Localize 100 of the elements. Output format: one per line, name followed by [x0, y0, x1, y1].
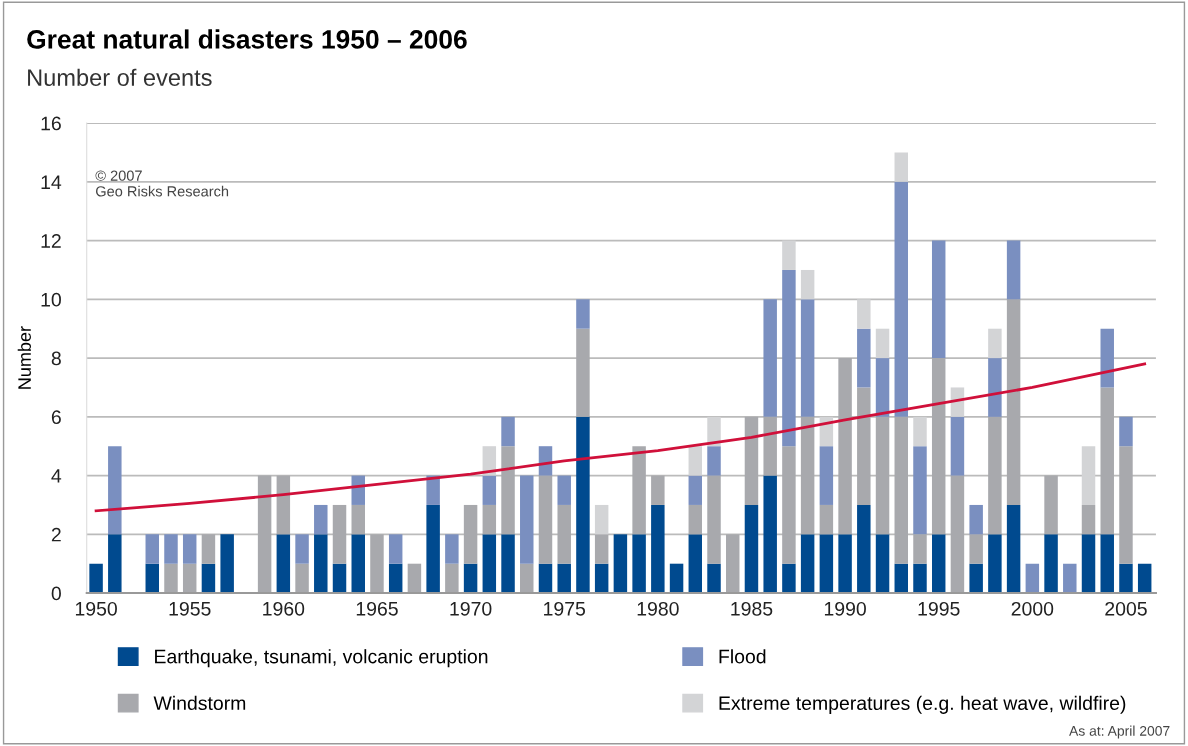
bar [688, 475, 703, 505]
x-tick-label: 1970 [450, 601, 492, 616]
y-axis-title: Number [17, 326, 31, 389]
bar [538, 563, 553, 594]
line-series [94, 362, 1147, 513]
bar [782, 240, 796, 270]
x-tick-label: 1965 [356, 601, 398, 616]
bar [332, 504, 347, 564]
bar [632, 446, 646, 535]
bar [1119, 446, 1133, 564]
bar [894, 181, 908, 417]
legend-label: Windstorm [153, 695, 246, 711]
bar [688, 534, 703, 594]
x-tick-label: 2005 [1105, 601, 1147, 616]
bar [913, 416, 927, 447]
bar [651, 504, 665, 594]
bar [931, 534, 946, 594]
bar [763, 475, 777, 594]
bar [1006, 299, 1021, 505]
y-tick-label: 12 [41, 234, 61, 248]
bar [482, 504, 497, 535]
legend-label: Earthquake, tsunami, volcanic eruption [155, 649, 488, 668]
bar [314, 504, 328, 535]
legend-label: Flood [719, 649, 766, 664]
bar [182, 563, 197, 594]
bar [669, 563, 684, 594]
bar [1081, 534, 1096, 594]
x-tick-label: 1955 [169, 601, 211, 616]
x-tick-label: 1985 [731, 601, 773, 616]
bar [557, 563, 571, 594]
bar [145, 563, 159, 594]
bar [707, 475, 721, 564]
bar [894, 563, 908, 594]
bar [931, 240, 946, 359]
bar [351, 504, 365, 535]
bar [164, 534, 178, 564]
bar [1044, 534, 1058, 594]
bar [894, 152, 908, 182]
bar [632, 534, 646, 594]
bar [501, 446, 515, 535]
bar [744, 504, 759, 594]
bar [220, 534, 234, 594]
y-tick-label: 8 [51, 351, 61, 366]
bar [988, 416, 1002, 535]
bar [800, 299, 815, 417]
bar [1119, 563, 1133, 594]
bar [857, 328, 871, 388]
legend-label: Extreme temperatures (e.g. heat wave, wildfire) [719, 695, 1126, 714]
bar [295, 563, 309, 594]
bar [988, 358, 1002, 417]
bar [594, 504, 609, 535]
bar [89, 563, 103, 594]
bar [145, 534, 159, 564]
bar [857, 387, 871, 505]
bar [520, 563, 534, 594]
bar [445, 534, 459, 564]
bar [538, 475, 553, 564]
bar [482, 534, 497, 594]
y-tick-label: 10 [41, 292, 61, 307]
bar [894, 416, 908, 564]
bar [613, 534, 628, 594]
bar [800, 269, 815, 300]
x-tick-label: 2000 [1011, 601, 1054, 616]
bar [1025, 563, 1040, 594]
bar [1081, 504, 1096, 535]
bar [332, 563, 347, 594]
y-tick-label: 2 [51, 527, 61, 542]
bar [875, 534, 890, 594]
bar [950, 416, 965, 476]
x-tick-label: 1975 [544, 601, 586, 616]
bar [501, 534, 515, 594]
bar [857, 299, 871, 329]
bar [969, 563, 983, 594]
bar [164, 563, 178, 594]
annotation: © 2007 [95, 170, 142, 181]
bar [1006, 504, 1021, 594]
bar [707, 416, 721, 447]
annotation: Geo Risks Research [96, 185, 229, 197]
bar [988, 534, 1002, 594]
bar [1119, 416, 1133, 447]
bar [875, 358, 890, 417]
bar [201, 534, 216, 564]
bar [1063, 563, 1077, 594]
bar [576, 299, 590, 329]
bar [520, 475, 534, 564]
bar [726, 534, 740, 594]
bar [1100, 328, 1114, 388]
chart-subtitle: Number of events [28, 68, 212, 87]
bar [819, 446, 834, 505]
bar [707, 446, 721, 476]
y-tick-label: 16 [41, 116, 61, 131]
bar [857, 504, 871, 594]
bar [688, 446, 703, 476]
bar [388, 534, 403, 564]
x-tick-label: 1990 [824, 601, 866, 616]
bar [538, 446, 553, 476]
bar [276, 475, 291, 535]
y-tick-label: 6 [51, 410, 61, 425]
bar [576, 328, 590, 417]
bar [1044, 475, 1058, 535]
